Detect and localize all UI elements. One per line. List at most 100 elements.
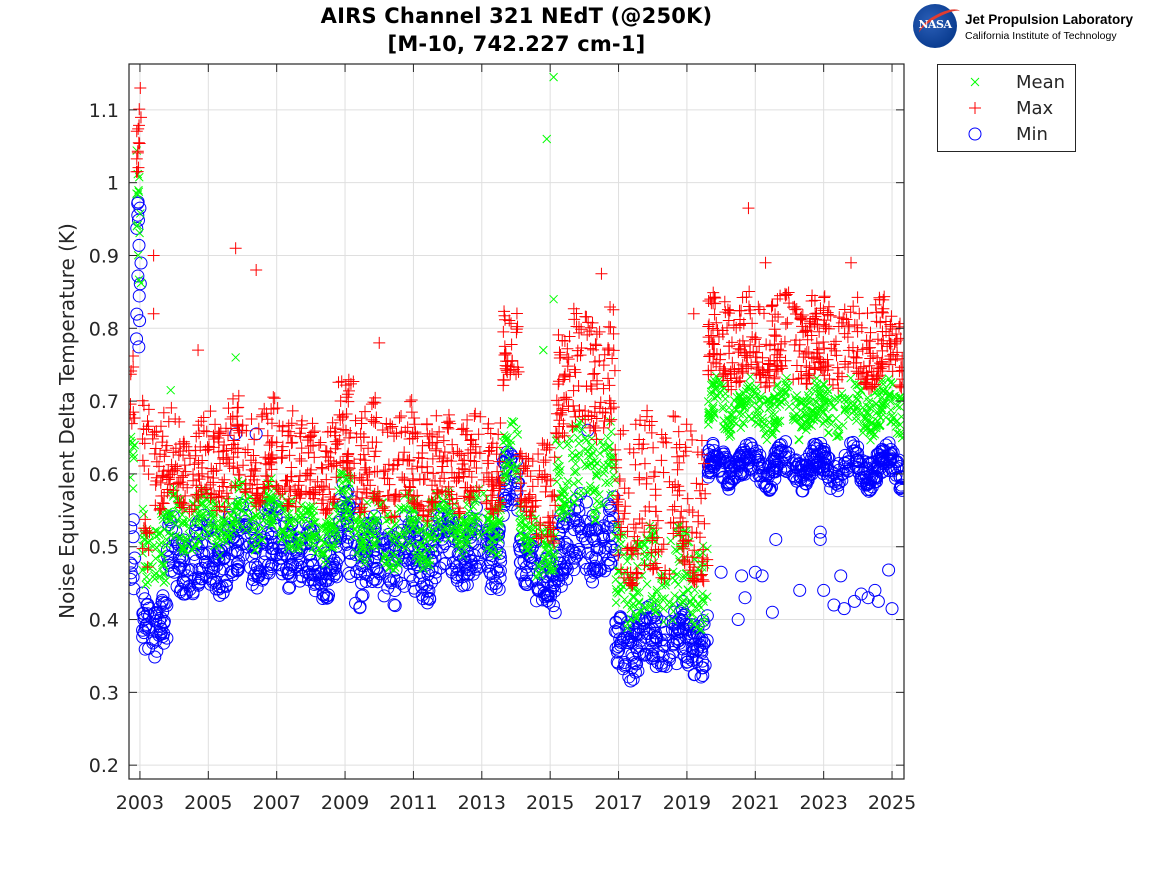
min-point: [319, 561, 333, 575]
mean-point: [133, 190, 143, 199]
min-point: [405, 556, 419, 570]
mean-point: [171, 520, 180, 529]
x-tick-label: 2011: [389, 792, 437, 814]
min-point: [353, 562, 367, 576]
mean-point: [355, 525, 365, 535]
min-point: [148, 605, 162, 619]
mean-point: [412, 527, 422, 537]
min-point: [630, 627, 644, 641]
min-point: [678, 649, 692, 663]
mean-point: [467, 529, 476, 539]
mean-point: [286, 524, 296, 534]
mean-point: [264, 493, 274, 502]
min-point: [131, 195, 145, 209]
min-point: [854, 587, 868, 601]
min-point: [549, 538, 563, 552]
y-tick-label: 0.4: [89, 610, 119, 632]
min-point: [665, 623, 679, 637]
min-point: [230, 564, 244, 578]
min-point: [849, 446, 863, 460]
mean-point: [435, 521, 445, 530]
min-point: [294, 556, 308, 570]
min-point: [835, 467, 849, 481]
min-point: [426, 546, 440, 560]
min-point: [567, 563, 581, 577]
min-point: [801, 473, 815, 487]
min-point: [837, 602, 851, 616]
mean-point: [394, 554, 404, 564]
min-point: [557, 563, 571, 577]
min-point: [206, 565, 220, 579]
mean-point: [151, 554, 161, 563]
mean-point: [394, 504, 404, 514]
min-point: [134, 256, 148, 270]
min-point: [817, 442, 831, 456]
mean-point: [369, 516, 378, 526]
min-point: [558, 541, 572, 555]
min-point: [695, 661, 709, 675]
mean-point: [380, 559, 389, 569]
min-point: [467, 549, 481, 563]
mean-point: [414, 539, 424, 549]
min-point: [371, 564, 385, 578]
min-point: [613, 611, 627, 625]
mean-point: [262, 488, 271, 498]
min-point: [566, 556, 580, 570]
min-point: [610, 655, 624, 669]
mean-point: [332, 530, 341, 540]
mean-point: [278, 526, 288, 535]
min-point: [629, 628, 643, 642]
mean-point: [422, 545, 432, 555]
mean-point: [360, 555, 370, 564]
mean-point: [129, 484, 138, 493]
mean-point: [233, 498, 243, 507]
mean-point: [257, 535, 267, 545]
mean-point: [294, 544, 304, 553]
mean-point: [135, 209, 145, 218]
mean-point: [155, 528, 165, 537]
min-point: [332, 551, 346, 565]
x-tick-label: 2023: [799, 792, 847, 814]
min-point: [721, 477, 735, 491]
min-point: [146, 636, 160, 650]
min-point: [748, 565, 762, 579]
min-point: [179, 576, 193, 590]
min-point: [593, 563, 607, 577]
mean-point: [159, 578, 169, 587]
min-point: [130, 307, 144, 321]
min-point: [701, 470, 715, 484]
min-point: [377, 589, 391, 603]
min-point: [388, 599, 402, 613]
mean-point: [367, 525, 377, 534]
y-tick-label: 0.3: [89, 682, 119, 704]
min-point: [299, 565, 313, 579]
mean-point: [148, 562, 157, 571]
min-point: [585, 529, 599, 543]
plus-marker-icon: [969, 102, 981, 114]
min-point: [228, 544, 242, 558]
min-point: [603, 556, 617, 570]
min-point: [851, 440, 865, 454]
min-point: [477, 546, 491, 560]
min-point: [129, 566, 138, 580]
min-point: [884, 442, 898, 456]
mean-point: [268, 494, 278, 503]
mean-point: [316, 522, 325, 532]
mean-point: [342, 486, 351, 496]
mean-point: [175, 534, 185, 544]
mean-point: [212, 539, 221, 549]
min-point: [491, 565, 505, 579]
mean-point: [272, 511, 282, 520]
min-point: [133, 314, 147, 328]
min-point: [484, 567, 498, 581]
min-point: [183, 582, 197, 596]
min-point: [871, 594, 885, 608]
mean-point: [268, 508, 278, 518]
mean-point: [296, 512, 306, 522]
caltech-name: California Institute of Technology: [965, 30, 1117, 42]
min-point: [631, 644, 645, 658]
min-point: [130, 221, 144, 235]
x-tick-label: 2013: [458, 792, 506, 814]
mean-point: [331, 540, 340, 550]
mean-point: [310, 530, 320, 540]
